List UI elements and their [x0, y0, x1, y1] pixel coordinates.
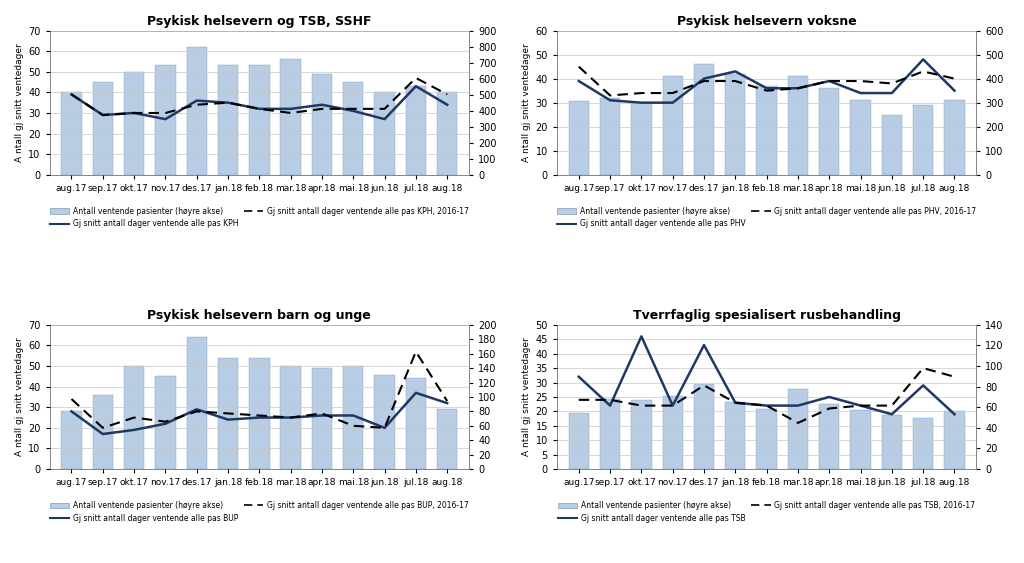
Bar — [819, 404, 840, 469]
Bar — [631, 400, 651, 469]
Bar — [92, 82, 113, 175]
Bar — [186, 47, 207, 175]
Bar — [249, 358, 269, 469]
Bar — [281, 366, 301, 469]
Title: Psykisk helsevern barn og unge: Psykisk helsevern barn og unge — [147, 309, 372, 322]
Bar — [249, 65, 269, 175]
Bar — [124, 72, 144, 175]
Bar — [850, 100, 870, 175]
Title: Psykisk helsevern voksne: Psykisk helsevern voksne — [677, 15, 856, 28]
Y-axis label: A ntall gj snitt ventedager: A ntall gj snitt ventedager — [15, 43, 24, 162]
Bar — [61, 92, 82, 175]
Y-axis label: A ntall gj snitt ventedager: A ntall gj snitt ventedager — [522, 338, 531, 457]
Bar — [437, 409, 458, 469]
Bar — [663, 396, 683, 469]
Bar — [600, 399, 621, 469]
Bar — [757, 86, 777, 175]
Title: Tverrfaglig spesialisert rusbehandling: Tverrfaglig spesialisert rusbehandling — [633, 309, 901, 322]
Legend: Antall ventende pasienter (høyre akse), Gj snitt antall dager ventende alle pas : Antall ventende pasienter (høyre akse), … — [555, 498, 979, 526]
Bar — [944, 412, 965, 469]
Bar — [725, 402, 745, 469]
Bar — [61, 412, 82, 469]
Bar — [343, 366, 364, 469]
Legend: Antall ventende pasienter (høyre akse), Gj snitt antall dager ventende alle pas : Antall ventende pasienter (høyre akse), … — [554, 204, 980, 231]
Bar — [156, 376, 175, 469]
Bar — [663, 76, 683, 175]
Bar — [787, 388, 808, 469]
Bar — [406, 86, 426, 175]
Bar — [343, 82, 364, 175]
Bar — [186, 337, 207, 469]
Legend: Antall ventende pasienter (høyre akse), Gj snitt antall dager ventende alle pas : Antall ventende pasienter (høyre akse), … — [47, 498, 472, 526]
Legend: Antall ventende pasienter (høyre akse), Gj snitt antall dager ventende alle pas : Antall ventende pasienter (høyre akse), … — [47, 204, 472, 231]
Bar — [882, 415, 902, 469]
Bar — [631, 102, 651, 175]
Title: Psykisk helsevern og TSB, SSHF: Psykisk helsevern og TSB, SSHF — [147, 15, 372, 28]
Bar — [600, 98, 621, 175]
Bar — [944, 100, 965, 175]
Bar — [568, 413, 589, 469]
Bar — [694, 383, 714, 469]
Bar — [787, 76, 808, 175]
Bar — [406, 378, 426, 469]
Bar — [375, 374, 394, 469]
Bar — [124, 366, 144, 469]
Y-axis label: A ntall gj snitt ventedager: A ntall gj snitt ventedager — [15, 338, 24, 457]
Bar — [311, 368, 332, 469]
Bar — [281, 59, 301, 175]
Bar — [437, 92, 458, 175]
Bar — [92, 395, 113, 469]
Bar — [694, 64, 714, 175]
Bar — [375, 92, 394, 175]
Bar — [882, 115, 902, 175]
Bar — [913, 418, 933, 469]
Bar — [218, 358, 239, 469]
Bar — [725, 74, 745, 175]
Bar — [850, 410, 870, 469]
Bar — [913, 105, 933, 175]
Bar — [757, 409, 777, 469]
Bar — [568, 101, 589, 175]
Y-axis label: A ntall gj snitt ventedager: A ntall gj snitt ventedager — [522, 43, 531, 162]
Bar — [218, 65, 239, 175]
Bar — [156, 65, 175, 175]
Bar — [311, 74, 332, 175]
Bar — [819, 88, 840, 175]
